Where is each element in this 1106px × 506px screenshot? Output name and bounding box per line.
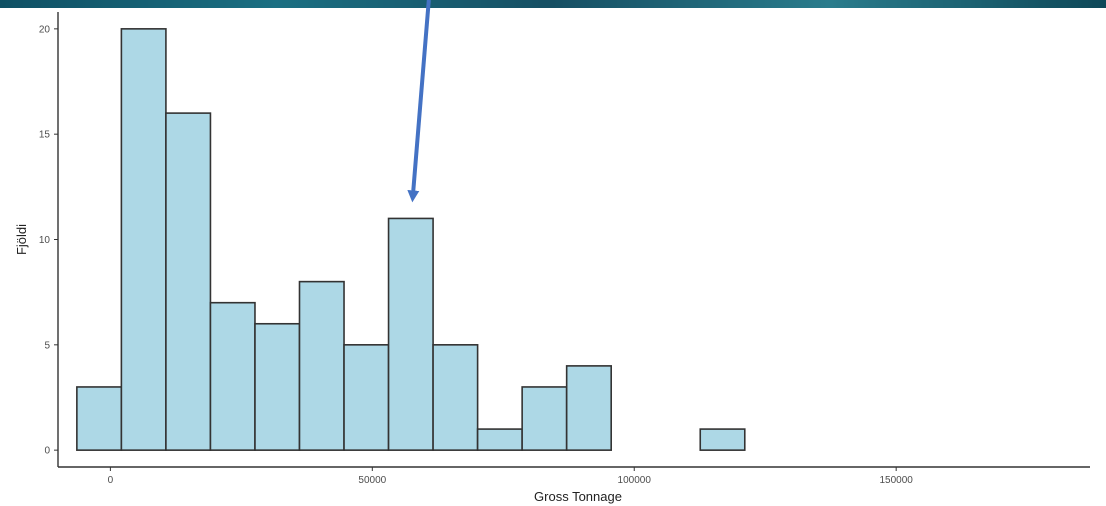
- histogram-bar: [521, 386, 568, 451]
- x-tick-label: 50000: [358, 475, 386, 486]
- y-tick-label: 10: [39, 235, 51, 246]
- x-tick-label: 100000: [618, 475, 652, 486]
- y-tick-label: 15: [39, 130, 51, 141]
- histogram-bar: [387, 217, 434, 451]
- header-image-band: [0, 0, 1106, 8]
- x-axis-ticks: 0 50000 100000 150000: [108, 467, 913, 486]
- histogram-bar: [209, 301, 256, 451]
- histogram-bar: [120, 28, 167, 451]
- histogram-bar: [254, 322, 301, 451]
- histogram-bar: [76, 386, 123, 451]
- x-tick-label: 150000: [879, 475, 913, 486]
- x-tick-label: 0: [108, 475, 114, 486]
- histogram-bar: [165, 112, 212, 451]
- x-axis-title: Gross Tonnage: [534, 489, 622, 504]
- histogram-bar: [298, 280, 345, 451]
- histogram-bars: [76, 28, 746, 451]
- histogram-bar: [699, 428, 746, 451]
- histogram-bar: [476, 428, 523, 451]
- histogram-bar: [343, 344, 390, 451]
- histogram-bar: [565, 365, 612, 451]
- y-axis-ticks: 0 5 10 15 20: [39, 24, 58, 457]
- y-tick-label: 0: [44, 446, 50, 457]
- y-tick-label: 5: [44, 340, 50, 351]
- annotation-arrow: [407, 0, 431, 203]
- y-axis-title: Fjöldi: [14, 224, 29, 255]
- histogram-bar: [432, 344, 479, 451]
- y-tick-label: 20: [39, 24, 51, 35]
